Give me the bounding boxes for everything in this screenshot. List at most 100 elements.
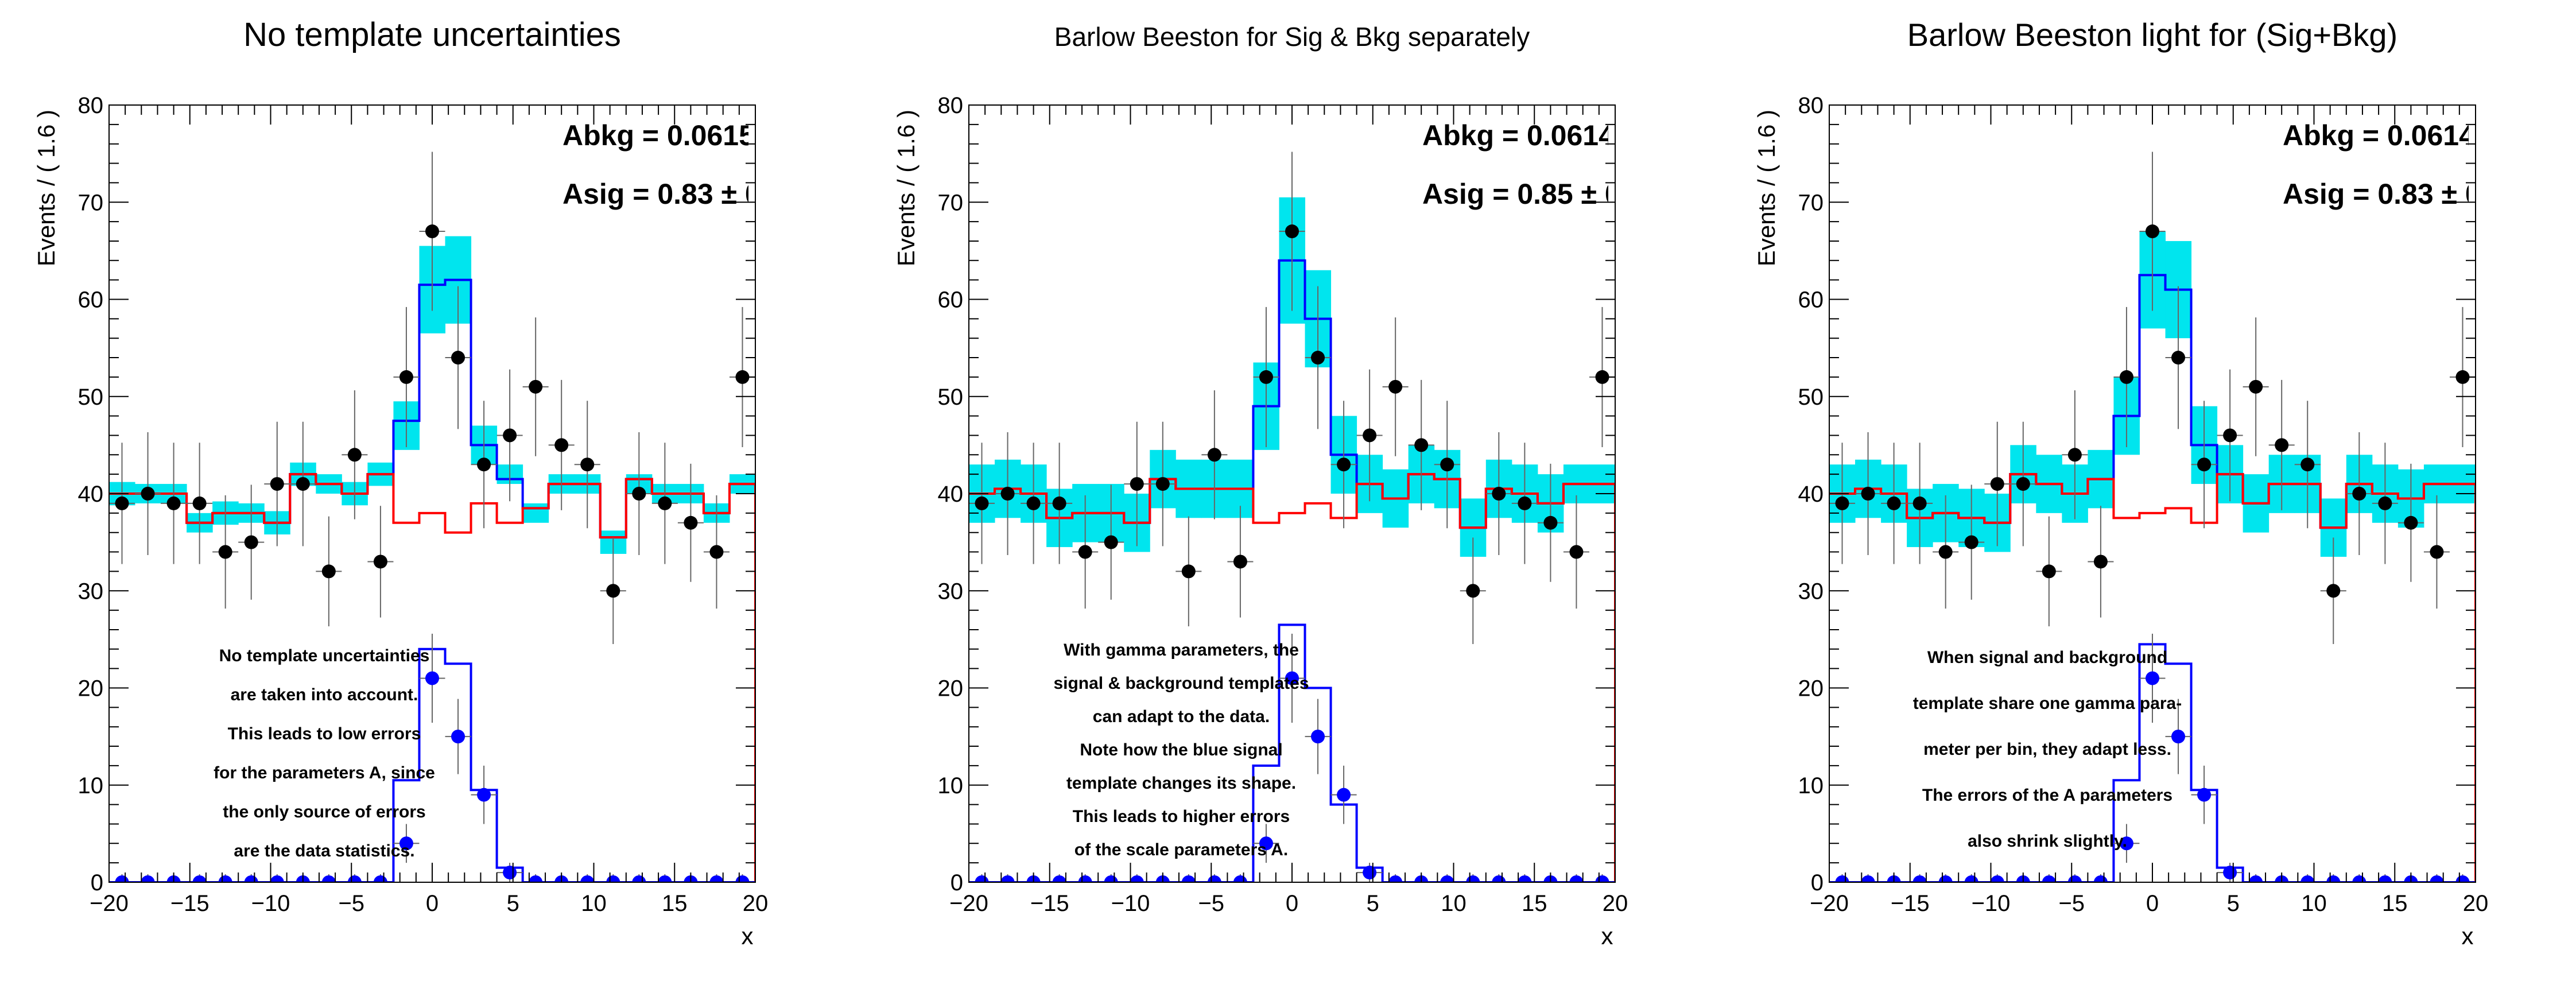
data-point bbox=[1595, 370, 1609, 384]
y-tick-label: 70 bbox=[78, 190, 104, 215]
data-point bbox=[503, 866, 517, 880]
x-axis-title: x bbox=[2462, 922, 2474, 949]
y-tick-label: 40 bbox=[938, 482, 964, 507]
data-point bbox=[709, 545, 724, 559]
step-curve-2 bbox=[1829, 473, 2476, 882]
y-tick-label: 70 bbox=[938, 190, 964, 215]
x-tick-label: 5 bbox=[1367, 891, 1379, 916]
plot-area bbox=[1829, 152, 2476, 882]
data-point bbox=[2430, 875, 2444, 882]
data-point bbox=[529, 875, 543, 882]
chart-title: No template uncertainties bbox=[243, 16, 621, 53]
chart-title: Barlow Beeston light for (Sig+Bkg) bbox=[1907, 17, 2397, 53]
annotation-line: meter per bin, they adapt less. bbox=[1923, 740, 2171, 759]
data-point bbox=[2300, 875, 2315, 882]
plot-area bbox=[109, 152, 755, 882]
data-point bbox=[580, 875, 595, 882]
x-tick-label: 0 bbox=[2146, 891, 2159, 916]
x-tick-label: −15 bbox=[170, 891, 210, 916]
data-point bbox=[1518, 496, 1532, 510]
data-point bbox=[2042, 875, 2056, 882]
data-point bbox=[2275, 438, 2289, 452]
data-point bbox=[1569, 875, 1584, 882]
data-point bbox=[2197, 788, 2212, 802]
annotation-line: This leads to low errors bbox=[228, 724, 421, 743]
y-tick-label: 40 bbox=[78, 482, 104, 507]
data-point bbox=[709, 875, 724, 882]
data-point bbox=[166, 496, 181, 510]
data-point bbox=[2378, 496, 2392, 510]
annotation-line: This leads to higher errors bbox=[1073, 807, 1290, 826]
stats-box: Abkg = 0.0615 ± 0.0 Asig = 0.83 ± 0.19 bbox=[562, 119, 827, 210]
data-point bbox=[1233, 554, 1247, 569]
x-tick-label: 5 bbox=[2227, 891, 2240, 916]
x-tick-label: −5 bbox=[1198, 891, 1224, 916]
x-tick-label: 5 bbox=[507, 891, 519, 916]
data-point bbox=[1990, 875, 2004, 882]
uncertainty-band-bin bbox=[522, 503, 549, 523]
y-tick-label: 30 bbox=[1798, 579, 1824, 604]
x-tick-label: −20 bbox=[1810, 891, 1849, 916]
data-point bbox=[1026, 496, 1041, 510]
data-point bbox=[321, 875, 336, 882]
data-point bbox=[554, 438, 569, 452]
y-tick-label: 0 bbox=[91, 870, 103, 895]
data-point bbox=[1052, 496, 1066, 510]
annotation-line: are the data statistics. bbox=[234, 841, 414, 860]
data-point bbox=[1337, 457, 1351, 472]
data-point bbox=[1363, 866, 1377, 880]
data-point bbox=[658, 875, 672, 882]
fit-stat-1: Abkg = 0.0615 ± 0.0 bbox=[562, 119, 827, 152]
data-point bbox=[2430, 545, 2444, 559]
data-point bbox=[2197, 457, 2212, 472]
y-tick-label: 80 bbox=[938, 93, 964, 118]
data-point bbox=[975, 496, 989, 510]
step-curve-3 bbox=[1829, 643, 2476, 882]
data-point bbox=[1388, 379, 1403, 394]
x-axis-title: x bbox=[742, 922, 754, 949]
data-point bbox=[2300, 457, 2315, 472]
data-point bbox=[1912, 496, 1927, 510]
data-point bbox=[1207, 448, 1221, 462]
chart-panel-1: −20 −15 −10 −5 0 5 10 15 20 0 10 20 30 40 50 60 70 80 x Eve… bbox=[33, 16, 827, 949]
data-point bbox=[141, 487, 155, 501]
data-point bbox=[2119, 836, 2133, 851]
x-tick-label: 10 bbox=[581, 891, 607, 916]
data-point bbox=[1104, 535, 1118, 549]
data-point bbox=[2171, 351, 2186, 365]
data-point bbox=[1337, 788, 1351, 802]
data-point bbox=[1887, 496, 1901, 510]
data-point bbox=[2352, 487, 2366, 501]
y-tick-label: 30 bbox=[938, 579, 964, 604]
plot-area bbox=[969, 152, 1615, 882]
annotation-line: are taken into account. bbox=[231, 685, 418, 704]
annotation-line: the only source of errors bbox=[223, 802, 425, 821]
data-point bbox=[1938, 545, 1953, 559]
data-point bbox=[1259, 370, 1273, 384]
x-tick-label: −20 bbox=[949, 891, 988, 916]
data-point bbox=[2455, 370, 2470, 384]
data-point bbox=[735, 370, 750, 384]
data-point bbox=[399, 370, 413, 384]
data-point bbox=[1285, 671, 1299, 685]
x-tick-label: −10 bbox=[1111, 891, 1150, 916]
data-point bbox=[1388, 875, 1403, 882]
data-point bbox=[580, 457, 595, 472]
data-point bbox=[477, 457, 491, 472]
data-point bbox=[2249, 379, 2263, 394]
y-tick-label: 30 bbox=[78, 579, 104, 604]
data-point bbox=[658, 496, 672, 510]
x-tick-label: 10 bbox=[2301, 891, 2327, 916]
data-point bbox=[2223, 428, 2237, 443]
y-axis-title: Events / ( 1.6 ) bbox=[893, 110, 920, 266]
data-point bbox=[1000, 875, 1015, 882]
data-point bbox=[1259, 836, 1273, 851]
data-point bbox=[2119, 370, 2133, 384]
x-tick-label: −5 bbox=[338, 891, 364, 916]
data-point bbox=[321, 564, 336, 579]
data-point bbox=[2171, 730, 2186, 744]
data-point bbox=[218, 545, 232, 559]
data-point bbox=[1440, 457, 1454, 472]
data-point bbox=[1543, 515, 1558, 530]
data-point bbox=[141, 875, 155, 882]
